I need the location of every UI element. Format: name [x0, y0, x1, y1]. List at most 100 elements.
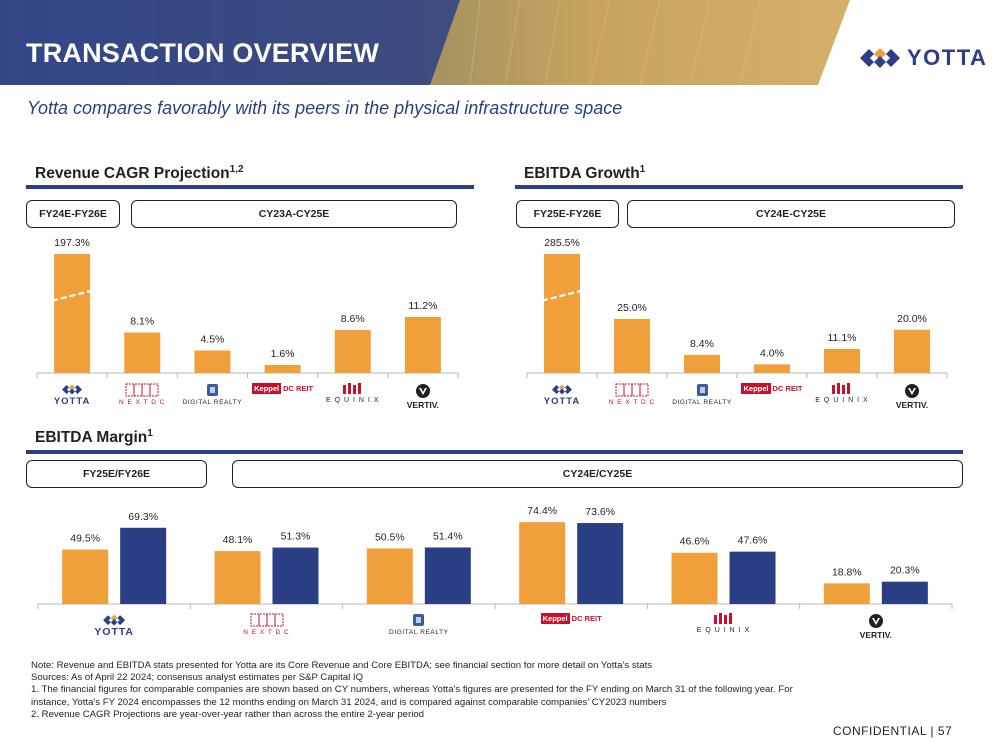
revenue-label-0: 197.3% — [54, 237, 90, 249]
vertiv-mark-icon — [415, 384, 430, 398]
digital-realty-wordmark: DIGITAL REALTY — [389, 629, 449, 636]
brand-name: YOTTA — [907, 45, 988, 70]
margin-label-4-1: 47.6% — [738, 535, 768, 547]
revenue-bar-keppel-dc-reit — [264, 365, 301, 373]
ebitda-growth-rule — [515, 185, 963, 189]
keppel-wordmark: Keppel — [540, 613, 570, 624]
ebitda-margin-period-yotta: FY25E/FY26E — [26, 460, 207, 488]
margin-label-0-0: 49.5% — [70, 533, 100, 545]
revenue-label-1: 8.1% — [130, 316, 154, 328]
note-1: 1. The financial figures for comparable … — [31, 684, 793, 708]
keppel-dc-reit-wordmark: DC REIT — [571, 614, 602, 623]
digital-realty-logo: DIGITAL REALTY — [667, 383, 737, 406]
margin-bar-nextdc-2 — [272, 547, 319, 604]
revenue-label-4: 8.6% — [341, 313, 365, 325]
digital-realty-logo: DIGITAL REALTY — [384, 613, 454, 636]
ebitda-growth-axis-break — [541, 289, 583, 302]
note-sources: Sources: As of April 22 2024; consensus … — [31, 672, 364, 684]
nextdc-wordmark: N E X T D C — [118, 399, 166, 406]
yotta-mark-icon — [552, 384, 572, 395]
keppel-wordmark: Keppel — [252, 383, 282, 394]
vertiv-wordmark: VERTIV. — [895, 400, 929, 410]
page-title: TRANSACTION OVERVIEW — [26, 38, 380, 68]
nextdc-mark-icon — [250, 613, 283, 627]
ebitda-growth-label-5: 20.0% — [897, 313, 927, 325]
footnotes: Note: Revenue and EBITDA stats presented… — [31, 660, 821, 721]
brand-logo: YOTTA — [858, 40, 987, 76]
yotta-mark-icon — [860, 48, 900, 68]
ebitda-growth-label-2: 8.4% — [690, 338, 714, 350]
vertiv-logo: VERTIV. — [393, 383, 453, 410]
ebitda-growth-title: EBITDA Growth1 — [524, 164, 646, 183]
margin-bar-digital-realty-2 — [424, 547, 471, 604]
vertiv-mark-icon — [868, 614, 883, 628]
vertiv-logo: VERTIV. — [882, 383, 942, 410]
revenue-period-yotta: FY24E-FY26E — [26, 200, 120, 228]
margin-label-4-0: 46.6% — [680, 536, 710, 548]
ebitda-growth-period-peers: CY24E-CY25E — [627, 200, 955, 228]
margin-label-3-0: 74.4% — [527, 505, 557, 517]
margin-label-0-1: 69.3% — [128, 511, 158, 523]
margin-label-2-1: 51.4% — [433, 530, 463, 542]
confidential-page-number: CONFIDENTIAL | 57 — [833, 724, 953, 738]
ebitda-margin-rule — [26, 450, 963, 454]
revenue-bar-nextdc — [124, 332, 161, 373]
yotta-logo: YOTTA — [84, 613, 144, 638]
vertiv-wordmark: VERTIV. — [406, 400, 440, 410]
yotta-logo: YOTTA — [532, 383, 592, 407]
revenue-cagr-title: Revenue CAGR Projection1,2 — [35, 164, 244, 183]
vertiv-wordmark: VERTIV. — [859, 630, 892, 640]
ebitda-growth-period-yotta: FY25E-FY26E — [516, 200, 619, 228]
margin-bar-equinix-1 — [671, 552, 718, 604]
margin-bar-vertiv-1 — [823, 583, 870, 604]
margin-bar-yotta-1 — [62, 549, 109, 604]
header-banner: TRANSACTION OVERVIEW YOTTA — [0, 0, 999, 85]
revenue-label-5: 11.2% — [408, 300, 437, 312]
nextdc-logo: N E X T D C — [602, 383, 662, 406]
ebitda-margin-title: EBITDA Margin1 — [35, 428, 153, 447]
margin-bar-keppel-dc-reit-2 — [577, 523, 624, 604]
equinix-mark-icon — [832, 383, 850, 394]
yotta-logo: YOTTA — [42, 383, 102, 407]
equinix-mark-icon — [713, 613, 732, 624]
margin-label-3-1: 73.6% — [585, 506, 615, 518]
keppel-dc-reit-logo: Keppel DC REIT — [247, 383, 319, 394]
revenue-period-peers: CY23A-CY25E — [131, 200, 457, 228]
note-2: 2. Revenue CAGR Projections are year-ove… — [31, 708, 424, 720]
ebitda-growth-label-4: 11.1% — [828, 332, 857, 344]
margin-bar-equinix-2 — [729, 551, 776, 604]
equinix-wordmark: E Q U I N I X — [326, 397, 380, 404]
revenue-bar-digital-realty — [194, 350, 231, 373]
margin-label-1-1: 51.3% — [281, 531, 311, 543]
nextdc-logo: N E X T D C — [112, 383, 172, 406]
nextdc-wordmark: N E X T D C — [243, 629, 290, 636]
margin-bar-digital-realty-1 — [366, 548, 413, 604]
margin-bar-vertiv-2 — [881, 581, 928, 604]
ebitda-growth-label-3: 4.0% — [760, 347, 784, 359]
vertiv-logo: VERTIV. — [846, 613, 906, 640]
revenue-bar-equinix — [334, 330, 371, 373]
margin-label-2-0: 50.5% — [375, 531, 405, 543]
revenue-bar-vertiv — [404, 317, 441, 373]
page-subtitle: Yotta compares favorably with its peers … — [27, 98, 623, 118]
yotta-wordmark: YOTTA — [543, 396, 581, 407]
digital-realty-logo: DIGITAL REALTY — [177, 383, 247, 406]
ebitda-growth-bar-nextdc — [614, 318, 650, 373]
digital-realty-wordmark: DIGITAL REALTY — [672, 399, 732, 406]
equinix-wordmark: E Q U I N I X — [815, 397, 869, 404]
ebitda-growth-bar-keppel-dc-reit — [754, 364, 790, 373]
revenue-label-2: 4.5% — [200, 334, 224, 346]
yotta-mark-icon — [62, 384, 83, 395]
nextdc-wordmark: N E X T D C — [608, 399, 656, 406]
revenue-bar-yotta — [54, 254, 91, 373]
ebitda-growth-label-1: 25.0% — [617, 302, 647, 314]
digital-realty-mark-icon — [206, 384, 218, 396]
yotta-wordmark: YOTTA — [94, 627, 134, 639]
keppel-dc-reit-logo: Keppel DC REIT — [736, 383, 808, 394]
margin-bar-nextdc-1 — [214, 551, 261, 604]
digital-realty-wordmark: DIGITAL REALTY — [182, 399, 243, 406]
digital-realty-mark-icon — [696, 384, 708, 396]
nextdc-mark-icon — [125, 383, 159, 397]
header-background — [0, 0, 850, 85]
